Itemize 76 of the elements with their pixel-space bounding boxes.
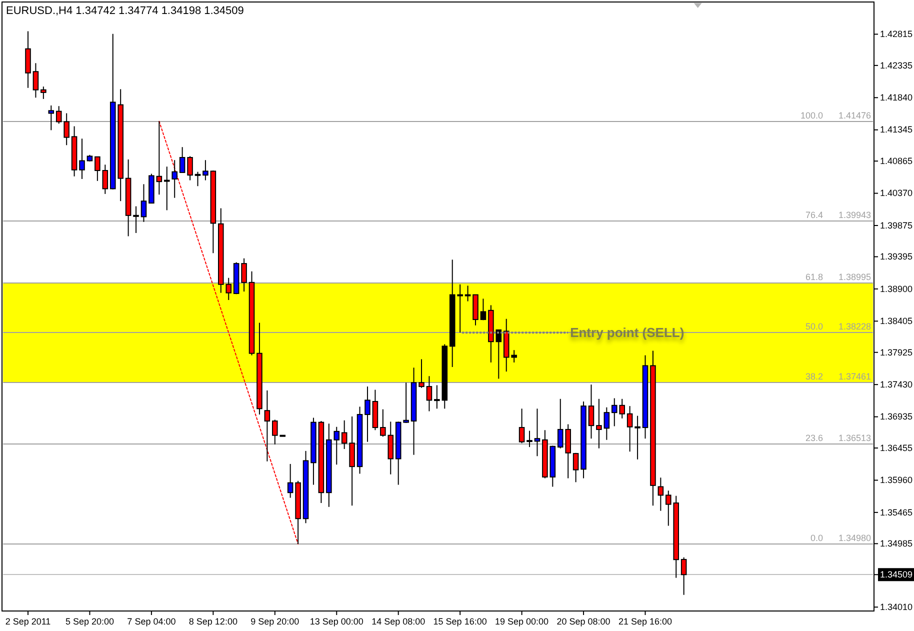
candlestick [48, 104, 54, 131]
x-tick-label: 5 Sep 20:00 [65, 616, 114, 626]
candlestick [140, 184, 147, 222]
candlestick [426, 376, 432, 412]
candlestick [534, 408, 540, 457]
x-tick-label: 15 Sep 16:00 [433, 616, 487, 626]
candlestick [341, 420, 348, 450]
candlestick [364, 386, 370, 442]
y-tick-label: 1.38405 [880, 316, 913, 326]
y-tick-label: 1.39875 [880, 220, 913, 230]
candlestick [94, 156, 100, 182]
ref-line-label: 0.0 1.34980 [810, 532, 871, 543]
candlestick [418, 358, 424, 388]
x-tick-label: 9 Sep 20:00 [250, 616, 300, 626]
y-tick-label: 1.42335 [880, 60, 913, 70]
x-tick-label: 21 Sep 16:00 [618, 616, 672, 626]
y-tick-label: 1.37925 [880, 347, 913, 358]
candlestick [264, 390, 270, 462]
candlestick [596, 398, 602, 449]
candlestick [604, 406, 610, 440]
x-tick-label: 2 Sep 2011 [5, 616, 51, 626]
y-tick-label: 1.35960 [880, 475, 913, 486]
ref-line-label: 38.2 1.37461 [805, 372, 871, 382]
y-tick-label: 1.41345 [880, 124, 913, 135]
candlestick [588, 384, 594, 440]
candlestick [634, 415, 640, 460]
candlestick [172, 160, 178, 198]
candlestick [626, 406, 633, 452]
x-tick-label: 13 Sep 00:00 [310, 616, 364, 626]
candlestick [526, 430, 532, 448]
ref-line-label: 76.4 1.39943 [805, 210, 871, 220]
candlestick [32, 62, 39, 98]
candlestick [480, 298, 486, 321]
candlestick [518, 408, 525, 444]
y-tick-label: 1.40865 [880, 156, 913, 166]
y-tick-label: 1.34010 [880, 602, 913, 612]
y-tick-label: 1.34985 [880, 538, 913, 549]
candlestick [40, 86, 46, 100]
x-tick-label: 20 Sep 08:00 [556, 616, 610, 626]
candlestick [79, 138, 85, 180]
y-tick-label: 1.36935 [880, 412, 913, 422]
y-tick-label: 1.41840 [880, 92, 913, 103]
candlestick [164, 166, 170, 211]
candlestick [202, 160, 208, 181]
y-tick-label: 1.40370 [880, 188, 913, 198]
candlestick [403, 382, 409, 424]
x-tick-label: 8 Sep 12:00 [188, 616, 238, 626]
x-tick-label: 14 Sep 08:00 [372, 616, 426, 626]
candlestick [572, 452, 579, 483]
candlestick [464, 285, 471, 302]
candlestick [434, 384, 440, 410]
candlestick [349, 416, 355, 506]
y-tick-label: 1.37430 [880, 379, 913, 390]
ref-line-label: 100.0 1.41476 [800, 110, 871, 120]
candlestick [287, 463, 294, 498]
candlestick [102, 164, 108, 194]
x-tick-label: 7 Sep 04:00 [127, 616, 176, 626]
candlestick [658, 477, 664, 512]
candlestick [187, 156, 193, 181]
y-tick-label: 1.35465 [880, 507, 913, 518]
y-tick-label: 1.38900 [880, 284, 913, 294]
x-tick-label: 19 Sep 00:00 [495, 616, 549, 626]
ref-line-label: 23.6 1.36513 [805, 433, 871, 444]
y-tick-label: 1.36455 [880, 442, 913, 453]
y-tick-label: 1.39395 [880, 252, 913, 262]
y-tick-label: 1.34509 [880, 570, 913, 580]
chart-title: EURUSD.,H4 1.34742 1.34774 1.34198 1.34509 [6, 5, 244, 17]
candlestick [241, 258, 247, 292]
ref-line-label: 61.8 1.38995 [805, 272, 871, 282]
candlestick [133, 206, 139, 234]
candlestick [179, 146, 186, 173]
ref-line-label: 50.0 1.38228 [805, 322, 871, 332]
y-tick-label: 1.42815 [880, 29, 913, 40]
candlestick [680, 556, 687, 596]
candlestick [457, 284, 463, 334]
candlestick [194, 171, 201, 187]
